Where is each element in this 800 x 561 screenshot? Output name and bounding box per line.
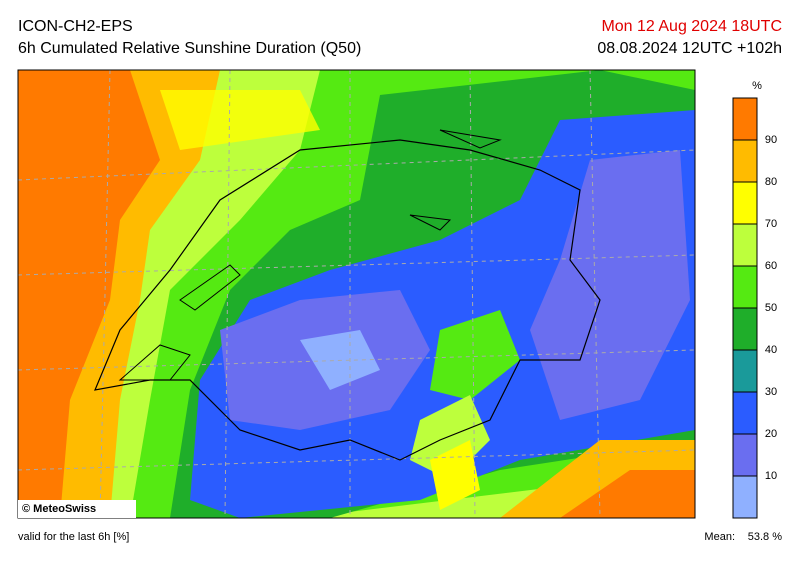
colorbar-tick-label: 20 [765,428,777,440]
colorbar: 10 20 30 40 50 60 70 80 90 [732,97,777,519]
colorbar-tick-label: 80 [765,176,777,188]
map-frame [17,69,696,519]
colorbar-tick-label: 90 [765,134,777,146]
valid-time: Mon 12 Aug 2024 18UTC [601,18,782,35]
colorbar-unit: % [752,80,762,92]
colorbar-tick-label: 30 [765,386,777,398]
colorbar-segment [733,434,757,476]
colorbar-segment [733,266,757,308]
mean-value: 53.8 % [748,531,782,543]
colorbar-segment [733,182,757,224]
colorbar-segment [733,140,757,182]
colorbar-segment [733,98,757,140]
product-title: 6h Cumulated Relative Sunshine Duration … [18,40,361,57]
map [18,70,695,518]
credit: © MeteoSwiss [22,503,96,515]
colorbar-segment [733,308,757,350]
colorbar-tick-label: 50 [765,302,777,314]
colorbar-segment [733,350,757,392]
colorbar-tick-label: 40 [765,344,777,356]
model-name: ICON-CH2-EPS [18,18,133,35]
credit-box [18,500,136,518]
footer-note: valid for the last 6h [%] [18,531,129,543]
colorbar-segment [733,392,757,434]
mean-label: Mean: [704,531,735,543]
colorbar-tick-label: 70 [765,218,777,230]
colorbar-tick-label: 10 [765,470,777,482]
colorbar-segment [733,224,757,266]
run-time: 08.08.2024 12UTC +102h [597,40,782,57]
colorbar-tick-label: 60 [765,260,777,272]
colorbar-segment [733,476,757,518]
